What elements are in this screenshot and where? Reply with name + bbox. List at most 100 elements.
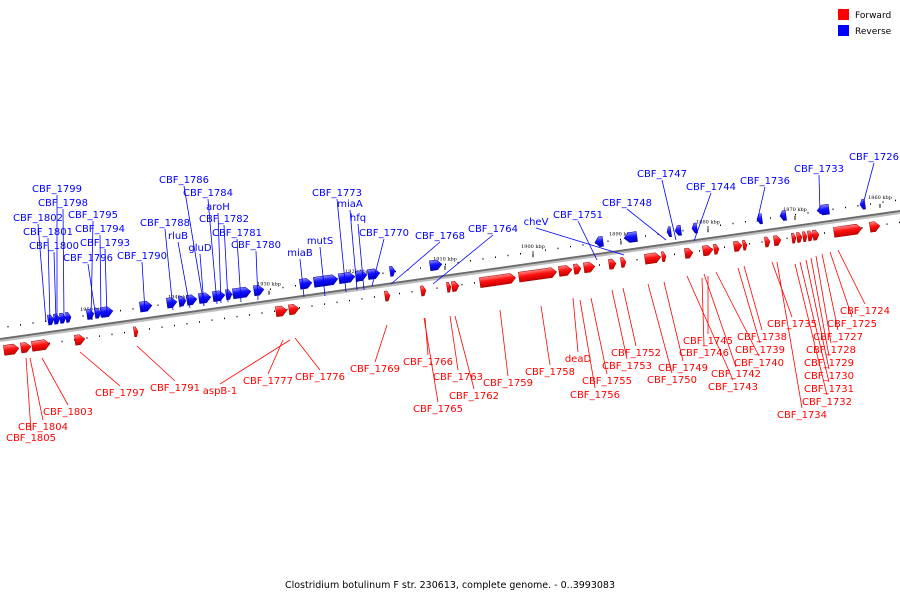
forward-gene-arrow: [518, 267, 557, 283]
leader-line: [799, 261, 830, 383]
reverse-gene-label-cbf_1780: CBF_1780: [231, 240, 281, 251]
forward-gene-arrow: [796, 232, 803, 243]
forward-gene-label-cbf_1758: CBF_1758: [525, 367, 575, 378]
reverse-gene-label-cbf_1802: CBF_1802: [13, 213, 63, 224]
gene-body: [74, 334, 86, 346]
reverse-gene-label-cbf_1744: CBF_1744: [686, 182, 736, 193]
gene-body: [451, 281, 460, 292]
reverse-gene-label-cbf_1784: CBF_1784: [183, 188, 233, 199]
forward-gene-arrow: [583, 261, 596, 274]
gene-body: [133, 326, 139, 338]
reverse-gene-label-rlub: rluB: [168, 231, 188, 242]
forward-gene-arrow: [3, 343, 20, 356]
leader-line: [349, 209, 358, 291]
forward-gene-label-cbf_1769: CBF_1769: [350, 364, 400, 375]
leader-line: [25, 357, 32, 432]
reverse-gene-label-cbf_1800: CBF_1800: [29, 241, 79, 252]
gene-body: [232, 286, 252, 300]
leader-line: [829, 251, 853, 318]
leader-line: [818, 174, 821, 215]
reverse-gene-label-cbf_1751: CBF_1751: [553, 210, 603, 221]
gene-body: [812, 229, 820, 241]
leader-line: [663, 281, 684, 362]
forward-gene-arrow: [31, 339, 51, 352]
reverse-gene-label-cbf_1770: CBF_1770: [359, 228, 409, 239]
forward-gene-label-cbf_1776: CBF_1776: [295, 372, 345, 383]
reverse-gene-label-cbf_1764: CBF_1764: [468, 224, 518, 235]
forward-gene-arrow: [420, 285, 427, 297]
leader-line: [41, 357, 69, 406]
leader-line: [647, 283, 673, 374]
reverse-gene-arrow: [86, 308, 95, 320]
leader-line: [374, 324, 388, 363]
forward-gene-label-cbf_1742: CBF_1742: [711, 369, 761, 380]
gene-body: [796, 232, 803, 243]
leader-line: [737, 267, 761, 344]
reverse-gene-label-cbf_1786: CBF_1786: [159, 175, 209, 186]
reverse-gene-label-cbf_1795: CBF_1795: [68, 210, 118, 221]
axis-tick-label: 1860 kbp: [868, 195, 892, 201]
gene-body: [367, 268, 381, 280]
forward-gene-arrow: [733, 240, 743, 252]
reverse-gene-label-miab: miaB: [287, 248, 313, 259]
forward-gene-label-cbf_1777: CBF_1777: [243, 376, 293, 387]
leader-line: [611, 289, 628, 360]
forward-gene-label-cbf_1755: CBF_1755: [582, 376, 632, 387]
gene-body: [791, 232, 797, 244]
gene-body: [756, 213, 763, 225]
reverse-gene-label-cbf_1781: CBF_1781: [212, 228, 262, 239]
forward-gene-arrow: [558, 265, 573, 277]
forward-gene-label-cbf_1738: CBF_1738: [737, 332, 787, 343]
leader-line: [336, 198, 347, 293]
leader-line: [62, 208, 65, 321]
legend-reverse-label: Reverse: [855, 27, 892, 37]
forward-gene-label-cbf_1750: CBF_1750: [647, 375, 697, 386]
reverse-gene-arrow: [232, 286, 252, 300]
forward-gene-label-cbf_1766: CBF_1766: [403, 357, 453, 368]
leader-line: [686, 275, 734, 381]
axis-tick-label: 1880 kbp: [696, 219, 720, 225]
gene-body: [816, 203, 830, 216]
reverse-gene-arrow: [367, 268, 381, 280]
gene-body: [288, 303, 300, 316]
leader-line: [424, 317, 429, 356]
forward-gene-label-cbf_1745: CBF_1745: [683, 336, 733, 347]
forward-gene-arrow: [684, 247, 694, 259]
forward-gene-label-cbf_1727: CBF_1727: [813, 332, 863, 343]
leader-line: [236, 238, 242, 303]
forward-gene-label-cbf_1735: CBF_1735: [767, 319, 817, 330]
legend-forward-label: Forward: [855, 11, 891, 21]
forward-gene-arrow: [644, 252, 662, 265]
reverse-gene-label-cbf_1788: CBF_1788: [140, 218, 190, 229]
forward-gene-arrow: [807, 230, 814, 242]
gene-body: [674, 224, 682, 236]
reverse-gene-arrow: [166, 297, 178, 309]
gene-body: [573, 263, 582, 275]
gene-body: [620, 257, 627, 268]
forward-gene-label-cbf_1753: CBF_1753: [602, 361, 652, 372]
reverse-gene-arrow: [338, 272, 356, 285]
axis-tick-label: 1950 kbp: [80, 307, 104, 313]
reverse-gene-arrow: [594, 236, 604, 248]
reverse-gene-label-cbf_1794: CBF_1794: [75, 224, 125, 235]
gene-body: [429, 259, 443, 272]
forward-gene-label-cbf_1763: CBF_1763: [433, 372, 483, 383]
reverse-gene-arrow: [212, 290, 226, 302]
forward-gene-label-cbf_1729: CBF_1729: [804, 358, 854, 369]
leader-line: [626, 208, 667, 241]
reverse-gene-arrow: [65, 312, 72, 323]
reverse-gene-label-cbf_1801: CBF_1801: [23, 227, 73, 238]
leader-line: [141, 261, 146, 313]
leader-line: [53, 251, 57, 322]
leader-line: [861, 162, 875, 209]
reverse-gene-arrow: [429, 259, 443, 272]
forward-gene-arrow: [384, 290, 391, 302]
reverse-gene-label-chev: cheV: [524, 217, 549, 228]
gene-body: [702, 245, 714, 257]
forward-gene-arrow: [802, 231, 808, 243]
leader-line: [449, 315, 459, 371]
leader-line: [164, 228, 174, 311]
gene-body: [558, 265, 573, 277]
genome-caption: Clostridium botulinum F str. 230613, com…: [285, 580, 615, 591]
